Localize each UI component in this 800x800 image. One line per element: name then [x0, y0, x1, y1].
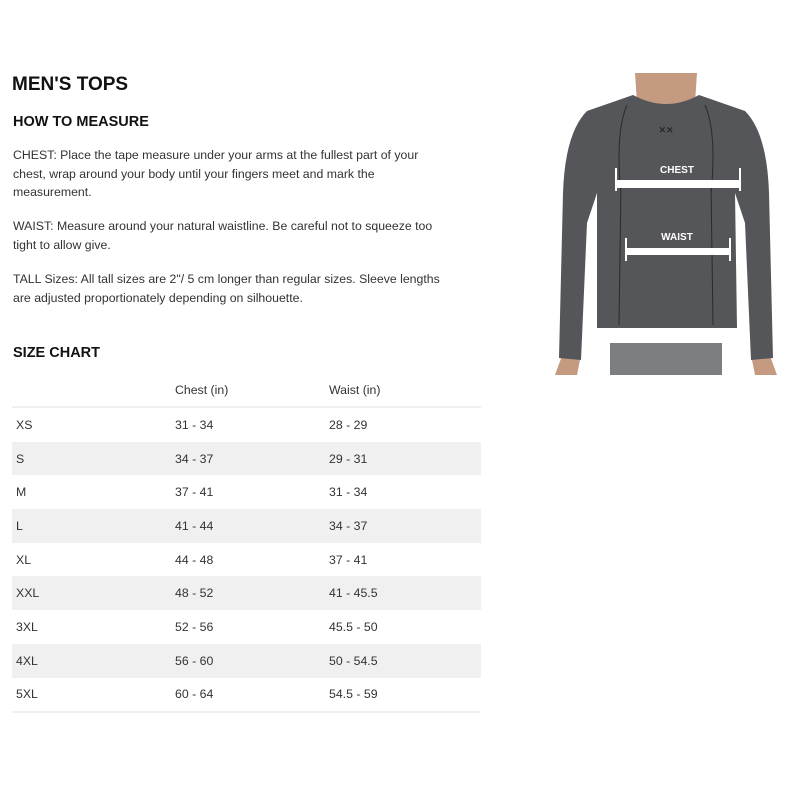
chest-cell: 41 - 44 [175, 518, 214, 533]
waist-cell: 29 - 31 [329, 451, 368, 466]
chest-instructions: CHEST: Place the tape measure under your… [13, 148, 419, 199]
size-cell: L [16, 518, 23, 533]
brand-logo: ✕✕ [658, 125, 673, 135]
waist-cell: 34 - 37 [329, 518, 368, 533]
chest-cell: 31 - 34 [175, 417, 214, 432]
page-title: MEN'S TOPS [12, 74, 129, 95]
waist-cell: 28 - 29 [329, 417, 368, 432]
column-header-waist: Waist (in) [329, 373, 481, 408]
chest-cell: 56 - 60 [175, 653, 214, 668]
table-row: 3XL 52 - 56 45.5 - 50 [12, 610, 481, 644]
model-neck [635, 73, 697, 110]
table-row: XXL 48 - 52 41 - 45.5 [12, 576, 481, 611]
waist-cell: 45.5 - 50 [329, 619, 378, 634]
model-shorts [610, 343, 722, 375]
size-cell: XL [16, 552, 32, 567]
chest-cell: 34 - 37 [175, 451, 214, 466]
chest-cell: 52 - 56 [175, 619, 214, 634]
column-header-chest: Chest (in) [175, 373, 329, 408]
column-header-size [12, 373, 175, 408]
waist-label: WAIST [661, 232, 693, 243]
chest-cell: 48 - 52 [175, 586, 214, 601]
chest-label: CHEST [660, 165, 694, 176]
table-row: XS 31 - 34 28 - 29 [12, 407, 481, 442]
size-cell: 3XL [16, 619, 38, 634]
size-chart-heading: SIZE CHART [13, 345, 100, 361]
waist-measure-bar [627, 248, 729, 255]
table-row: L 41 - 44 34 - 37 [12, 509, 481, 543]
how-to-measure-heading: HOW TO MEASURE [13, 114, 149, 130]
table-row: 4XL 56 - 60 50 - 54.5 [12, 643, 481, 678]
chest-measure-bar [617, 180, 741, 188]
size-cell: XS [16, 417, 33, 432]
size-cell: 4XL [16, 653, 38, 668]
size-cell: 5XL [12, 677, 175, 714]
size-cell: S [16, 451, 25, 466]
model-shirt-measurement-image: ✕✕ CHEST WAIST [555, 73, 777, 375]
chest-cell: 60 - 64 [175, 677, 329, 714]
tall-sizes-note: TALL Sizes: All tall sizes are 2"/ 5 cm … [13, 272, 440, 305]
table-row: M 37 - 41 31 - 34 [12, 475, 481, 509]
table-row: 5XL 60 - 64 54.5 - 59 [12, 677, 481, 714]
table-row: XL 44 - 48 37 - 41 [12, 543, 481, 577]
size-cell: XXL [16, 586, 40, 601]
waist-cell: 31 - 34 [329, 485, 368, 500]
waist-instructions: WAIST: Measure around your natural waist… [13, 219, 433, 252]
table-header-row: Chest (in) Waist (in) [12, 373, 481, 408]
waist-cell: 50 - 54.5 [329, 653, 378, 668]
size-cell: M [16, 485, 27, 500]
chest-cell: 37 - 41 [175, 485, 214, 500]
waist-cell: 54.5 - 59 [329, 677, 481, 714]
size-chart-table: Chest (in) Waist (in) XS 31 - 34 28 - 29 S 3… [12, 373, 481, 714]
chest-cell: 44 - 48 [175, 552, 214, 567]
table-row: S 34 - 37 29 - 31 [12, 441, 481, 476]
waist-cell: 37 - 41 [329, 552, 368, 567]
waist-cell: 41 - 45.5 [329, 586, 378, 601]
shirt [559, 95, 773, 360]
